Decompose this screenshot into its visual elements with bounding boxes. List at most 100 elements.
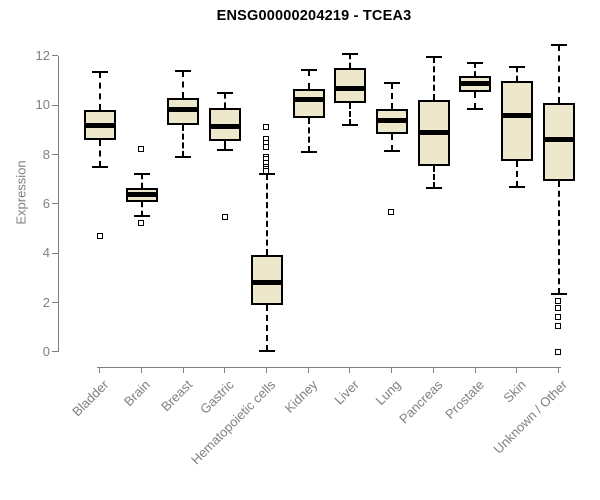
whisker-cap-lower bbox=[550, 293, 567, 296]
box-whisker-lower bbox=[557, 180, 560, 295]
box bbox=[501, 80, 533, 161]
x-category-label: Unknown / Other bbox=[490, 377, 571, 457]
whisker-cap-upper bbox=[383, 82, 400, 85]
whisker-cap-lower bbox=[217, 148, 234, 151]
box-whisker-upper bbox=[224, 93, 227, 108]
whisker-cap-upper bbox=[133, 173, 150, 176]
whisker-cap-upper bbox=[467, 62, 484, 65]
box-whisker-upper bbox=[99, 72, 101, 111]
x-category-label: Lung bbox=[372, 377, 404, 409]
x-tick bbox=[307, 367, 309, 373]
box-whisker-upper bbox=[390, 83, 393, 110]
whisker-cap-upper bbox=[550, 43, 567, 46]
y-tick-label: 8 bbox=[42, 146, 50, 162]
y-tick bbox=[52, 252, 58, 254]
whisker-cap-upper bbox=[342, 52, 359, 55]
box-whisker-lower bbox=[307, 117, 310, 153]
box-whisker-lower bbox=[432, 165, 435, 188]
box-whisker-lower bbox=[474, 91, 477, 110]
whisker-cap-upper bbox=[92, 71, 108, 74]
x-category-label: Breast bbox=[157, 377, 196, 415]
x-category-label: Pancreas bbox=[395, 377, 446, 427]
y-tick bbox=[52, 153, 58, 155]
box-whisker-upper bbox=[182, 70, 185, 98]
box-whisker-lower bbox=[182, 125, 185, 158]
y-tick-label: 6 bbox=[42, 196, 50, 211]
median-line bbox=[167, 106, 200, 112]
box-whisker-upper bbox=[557, 44, 560, 103]
median-line bbox=[250, 280, 283, 286]
outlier-point bbox=[555, 313, 562, 320]
x-tick bbox=[391, 367, 393, 373]
box-whisker-upper bbox=[265, 174, 268, 255]
y-tick bbox=[52, 55, 58, 57]
y-tick-label: 0 bbox=[42, 344, 50, 359]
x-tick bbox=[349, 367, 351, 373]
whisker-cap-lower bbox=[509, 185, 525, 188]
x-tick bbox=[474, 367, 476, 373]
box-whisker-upper bbox=[140, 174, 143, 188]
whisker-cap-upper bbox=[425, 56, 442, 59]
x-category-label: Liver bbox=[331, 377, 362, 408]
median-line bbox=[501, 112, 533, 118]
outlier-point bbox=[96, 232, 103, 239]
whisker-cap-lower bbox=[467, 108, 484, 111]
outlier-point bbox=[555, 297, 562, 304]
box-whisker-lower bbox=[140, 201, 143, 217]
chart-title: ENSG00000204219 - TCEA3 bbox=[216, 8, 412, 24]
box-whisker-upper bbox=[349, 53, 352, 69]
median-line bbox=[417, 129, 450, 135]
box-whisker-lower bbox=[390, 133, 393, 151]
outlier-point bbox=[138, 146, 145, 153]
whisker-cap-lower bbox=[300, 151, 317, 154]
x-category-label: Skin bbox=[500, 377, 529, 406]
outlier-point bbox=[263, 168, 270, 175]
box-whisker-lower bbox=[516, 160, 518, 187]
whisker-cap-upper bbox=[300, 68, 317, 71]
x-tick bbox=[266, 367, 268, 373]
box-whisker-upper bbox=[474, 63, 477, 76]
x-category-label: Kidney bbox=[281, 377, 321, 416]
whisker-cap-lower bbox=[383, 149, 400, 152]
x-category-label: Bladder bbox=[69, 377, 112, 420]
whisker-cap-upper bbox=[217, 92, 234, 94]
x-axis-line bbox=[97, 367, 561, 368]
x-tick bbox=[140, 367, 142, 373]
box bbox=[292, 89, 325, 118]
y-tick-label: 2 bbox=[42, 294, 50, 310]
box-whisker-lower bbox=[265, 305, 268, 351]
whisker-cap-lower bbox=[258, 349, 275, 352]
outlier-point bbox=[388, 209, 395, 216]
outlier-point bbox=[263, 124, 270, 131]
y-tick bbox=[52, 351, 58, 353]
box-whisker-lower bbox=[99, 139, 101, 167]
box bbox=[250, 254, 283, 306]
whisker-cap-lower bbox=[342, 124, 359, 127]
y-axis-line bbox=[58, 56, 59, 352]
median-line bbox=[84, 122, 116, 128]
median-line bbox=[292, 96, 325, 102]
x-tick bbox=[99, 367, 101, 373]
median-line bbox=[209, 123, 242, 129]
median-line bbox=[334, 85, 367, 91]
y-tick-label: 4 bbox=[42, 245, 50, 261]
whisker-cap-lower bbox=[92, 166, 108, 168]
box-whisker-lower bbox=[224, 141, 227, 150]
x-tick bbox=[516, 367, 518, 373]
outlier-point bbox=[555, 322, 562, 329]
outlier-point bbox=[555, 305, 562, 312]
x-tick bbox=[432, 367, 434, 373]
y-tick-label: 10 bbox=[35, 97, 50, 113]
median-line bbox=[125, 191, 158, 197]
median-line bbox=[375, 117, 408, 123]
median-line bbox=[459, 80, 492, 86]
outlier-point bbox=[555, 348, 562, 355]
outlier-point bbox=[138, 220, 145, 227]
outlier-point bbox=[221, 214, 228, 221]
whisker-cap-lower bbox=[425, 186, 442, 189]
outlier-point bbox=[263, 143, 270, 150]
whisker-cap-upper bbox=[175, 69, 192, 72]
whisker-cap-lower bbox=[175, 156, 192, 159]
x-category-label: Prostate bbox=[442, 377, 487, 422]
